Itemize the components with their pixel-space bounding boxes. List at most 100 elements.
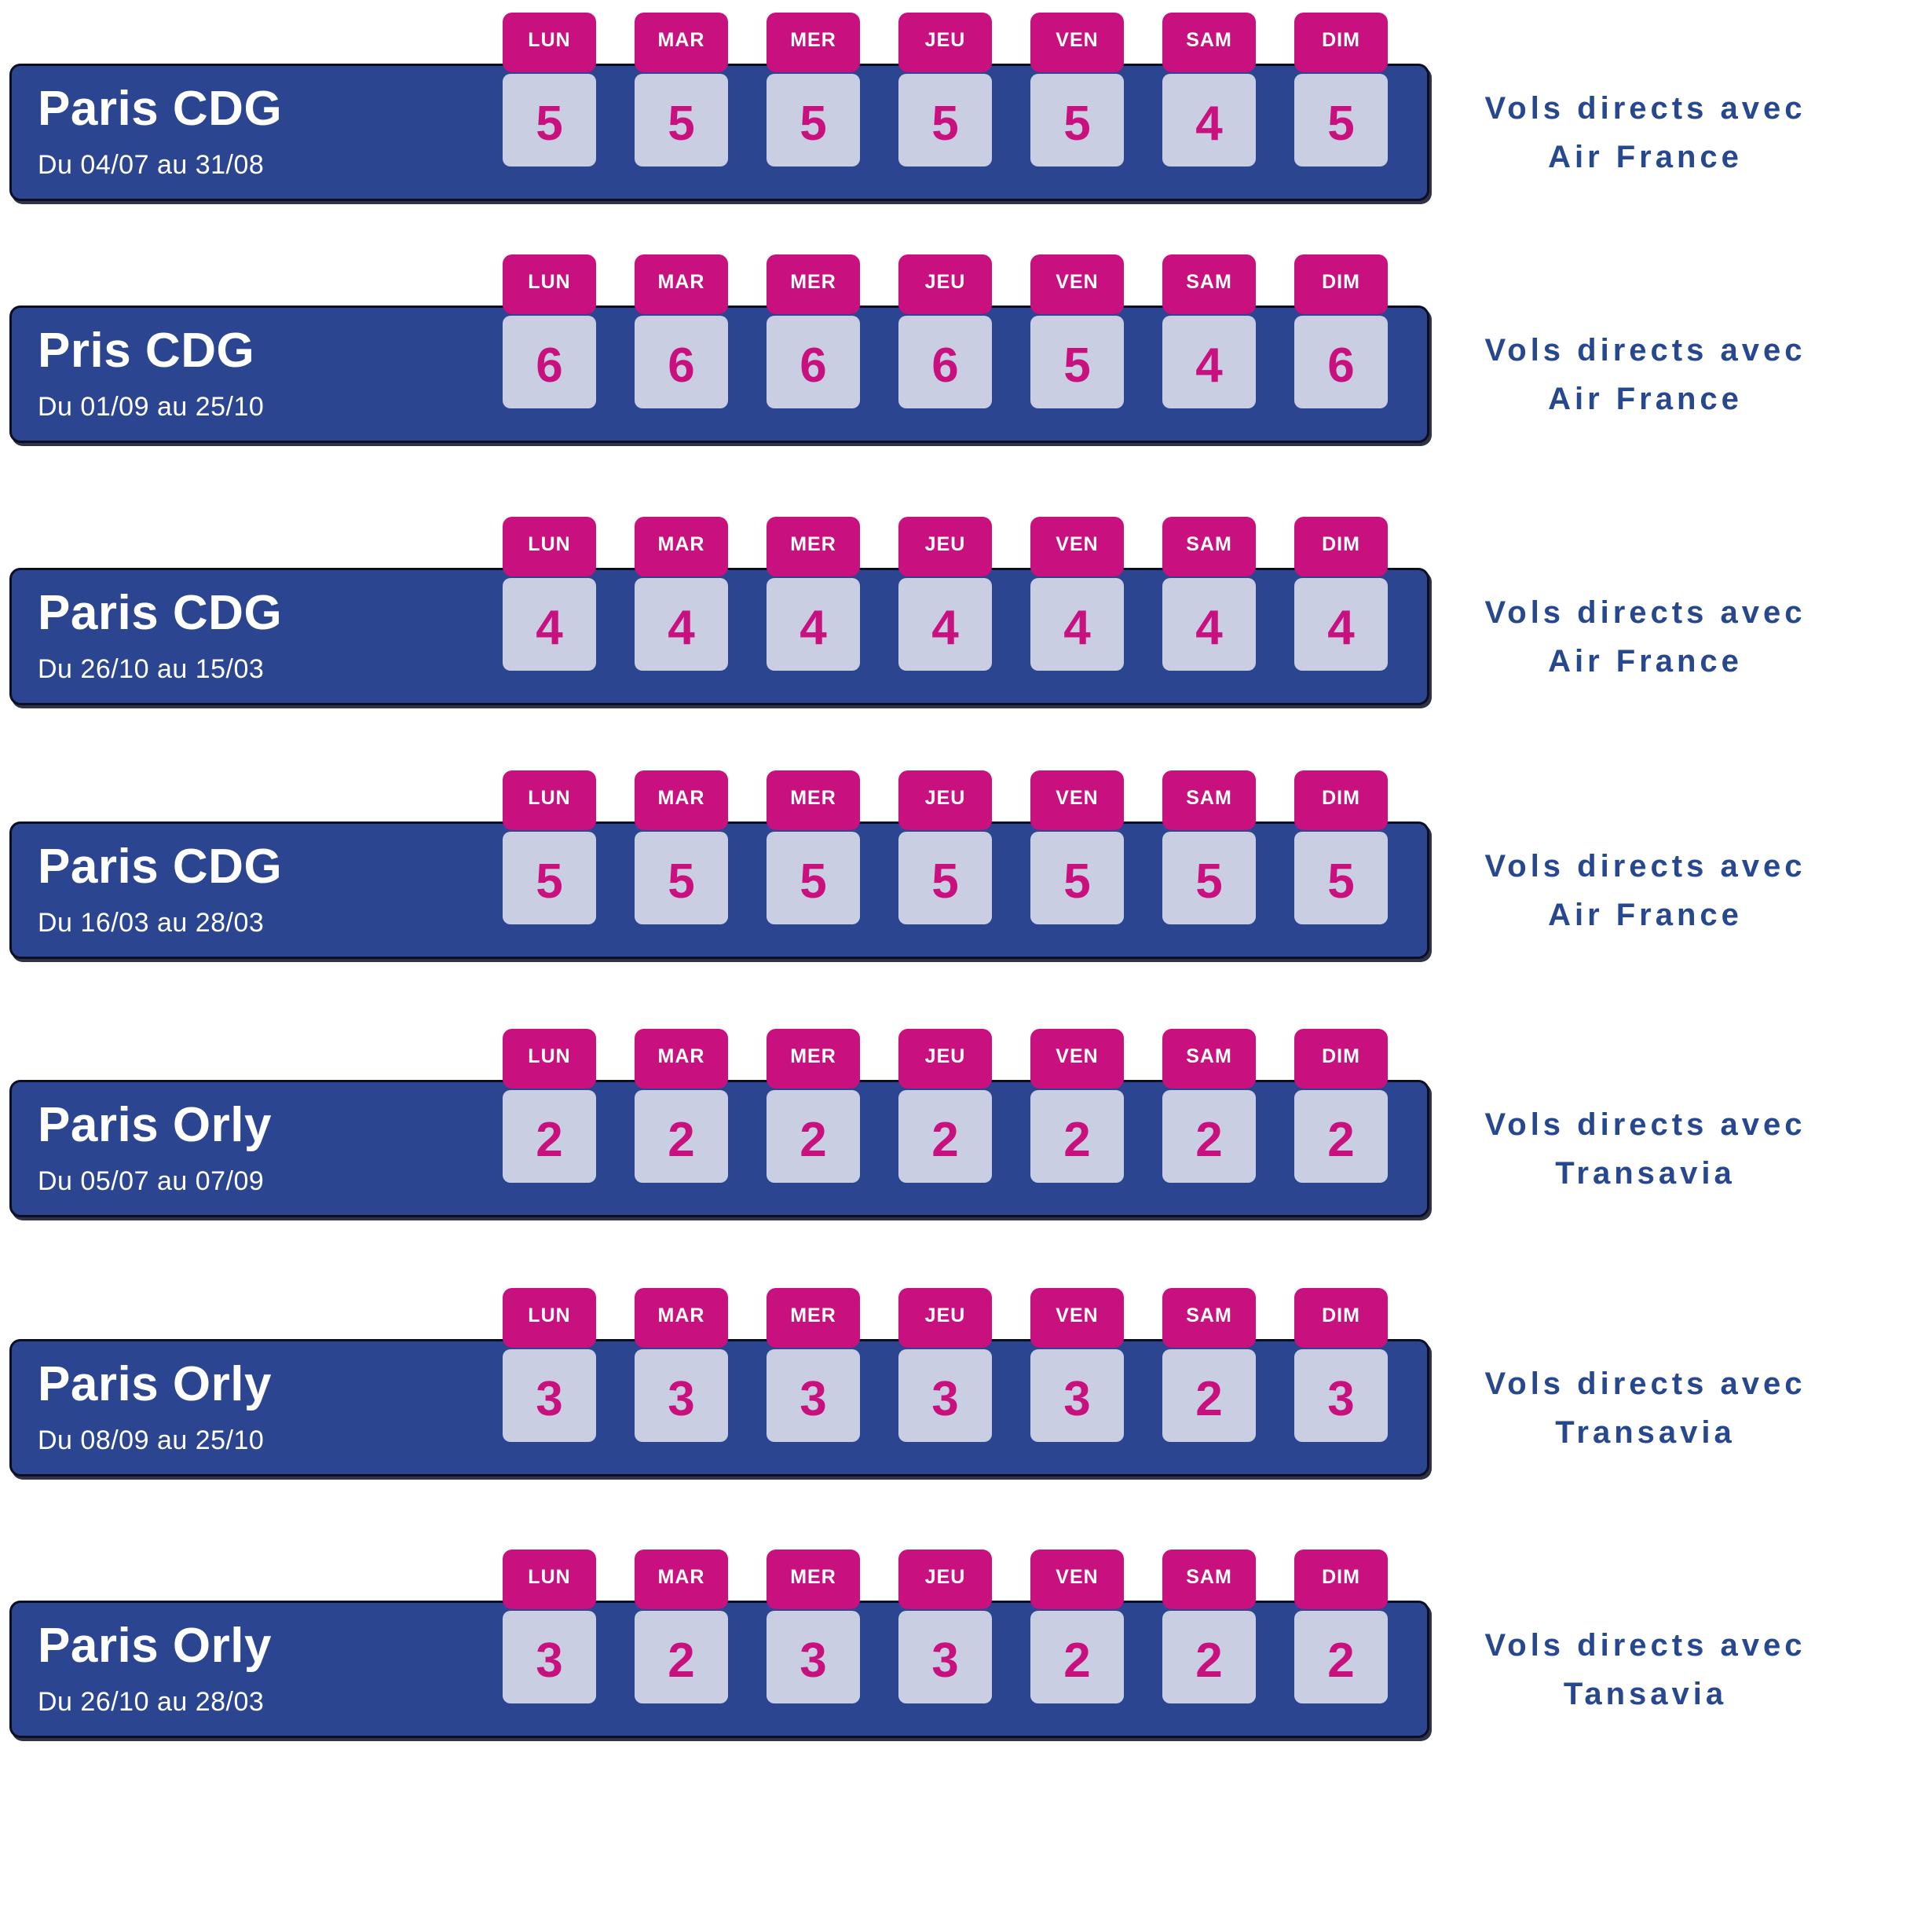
day-tab: VEN	[1030, 13, 1124, 72]
flights-count: 4	[1195, 338, 1223, 393]
day-column: MAR 5	[635, 13, 728, 166]
flights-count-card: 3	[898, 1611, 992, 1703]
flights-count-card: 2	[1162, 1611, 1256, 1703]
day-label: MAR	[657, 270, 705, 293]
day-column: MER 5	[767, 770, 860, 924]
flights-count: 4	[1195, 96, 1223, 151]
flights-count: 5	[536, 854, 563, 909]
route-title-block: Paris CDG Du 16/03 au 28/03	[38, 821, 282, 959]
date-range: Du 16/03 au 28/03	[38, 907, 265, 938]
flights-count: 4	[931, 600, 959, 655]
day-column: JEU 3	[898, 1288, 992, 1442]
day-tab: JEU	[898, 517, 992, 576]
day-column: LUN 3	[503, 1288, 596, 1442]
flights-count: 2	[1195, 1633, 1223, 1688]
day-tab: JEU	[898, 1550, 992, 1609]
day-tab: VEN	[1030, 517, 1124, 576]
flights-count: 5	[800, 854, 827, 909]
day-label: MAR	[657, 1565, 705, 1588]
flights-count-card: 2	[1162, 1349, 1256, 1442]
day-tab: JEU	[898, 770, 992, 830]
day-column: LUN 6	[503, 254, 596, 408]
day-tab: MAR	[635, 254, 728, 314]
airline-note-line1: Vols directs avec	[1484, 595, 1806, 630]
airline-note: Vols directs avec Air France	[1449, 568, 1842, 705]
day-tab: VEN	[1030, 1288, 1124, 1348]
day-tab: SAM	[1162, 1550, 1256, 1609]
date-range: Du 26/10 au 28/03	[38, 1686, 265, 1717]
day-label: SAM	[1186, 1304, 1232, 1326]
flights-count-card: 5	[767, 74, 860, 166]
flights-count-card: 3	[767, 1349, 860, 1442]
day-label: SAM	[1186, 532, 1232, 555]
route-title-block: Paris Orly Du 05/07 au 07/09	[38, 1080, 272, 1217]
day-column: MAR 3	[635, 1288, 728, 1442]
flights-count-card: 5	[767, 832, 860, 924]
day-label: MAR	[657, 532, 705, 555]
day-tab: SAM	[1162, 13, 1256, 72]
day-label: LUN	[528, 270, 571, 293]
flights-count: 2	[800, 1112, 827, 1167]
day-column: MAR 2	[635, 1550, 728, 1703]
day-column: JEU 5	[898, 13, 992, 166]
flights-count: 4	[800, 600, 827, 655]
flights-count-card: 5	[898, 832, 992, 924]
flights-count: 3	[800, 1633, 827, 1688]
route-title: Paris Orly	[38, 1098, 272, 1153]
week-days: LUN 3 MAR 2 MER 3 JEU 3 VEN 2	[503, 1550, 1388, 1703]
day-column: VEN 4	[1030, 517, 1124, 671]
day-label: VEN	[1056, 532, 1099, 555]
airline-note: Vols directs avec Air France	[1449, 306, 1842, 443]
flights-count-card: 6	[767, 316, 860, 408]
day-label: JEU	[924, 1565, 966, 1588]
flights-count-card: 4	[1162, 316, 1256, 408]
flights-count-card: 5	[1030, 316, 1124, 408]
flights-count: 6	[931, 338, 959, 393]
flights-count-card: 2	[767, 1090, 860, 1183]
week-days: LUN 6 MAR 6 MER 6 JEU 6 VEN 5	[503, 254, 1388, 408]
day-label: MER	[790, 1565, 836, 1588]
day-column: MER 6	[767, 254, 860, 408]
day-tab: MER	[767, 770, 860, 830]
day-tab: MAR	[635, 1029, 728, 1089]
day-tab: SAM	[1162, 517, 1256, 576]
day-label: DIM	[1322, 1045, 1360, 1067]
day-column: VEN 3	[1030, 1288, 1124, 1442]
flights-count: 6	[800, 338, 827, 393]
flights-count: 6	[668, 338, 695, 393]
flights-count: 2	[1063, 1112, 1091, 1167]
flights-count: 5	[931, 96, 959, 151]
day-tab: MAR	[635, 1550, 728, 1609]
flights-count: 4	[1327, 600, 1355, 655]
flights-count: 3	[536, 1371, 563, 1426]
flights-count-card: 4	[635, 578, 728, 671]
route-title-block: Paris Orly Du 26/10 au 28/03	[38, 1601, 272, 1738]
date-range: Du 04/07 au 31/08	[38, 149, 265, 180]
day-tab: DIM	[1294, 1029, 1388, 1089]
flights-count: 4	[1063, 600, 1091, 655]
flights-count: 4	[1195, 600, 1223, 655]
day-column: DIM 2	[1294, 1550, 1388, 1703]
airline-note-line1: Vols directs avec	[1484, 1627, 1806, 1663]
day-column: JEU 5	[898, 770, 992, 924]
airline-note-line2: Transavia	[1555, 1414, 1736, 1450]
flights-count: 5	[1195, 854, 1223, 909]
day-column: LUN 5	[503, 770, 596, 924]
flights-count-card: 2	[635, 1611, 728, 1703]
day-tab: LUN	[503, 254, 596, 314]
day-label: SAM	[1186, 1045, 1232, 1067]
day-column: LUN 3	[503, 1550, 596, 1703]
day-tab: SAM	[1162, 1288, 1256, 1348]
flights-count-card: 3	[1030, 1349, 1124, 1442]
flights-count-card: 5	[898, 74, 992, 166]
day-label: SAM	[1186, 28, 1232, 51]
flights-count: 5	[931, 854, 959, 909]
day-tab: DIM	[1294, 1288, 1388, 1348]
flights-count-card: 5	[503, 74, 596, 166]
day-column: LUN 5	[503, 13, 596, 166]
flights-count: 5	[1327, 854, 1355, 909]
day-column: SAM 2	[1162, 1029, 1256, 1183]
airline-note: Vols directs avec Transavia	[1449, 1339, 1842, 1476]
day-label: MER	[790, 786, 836, 809]
flights-count-card: 4	[1162, 74, 1256, 166]
